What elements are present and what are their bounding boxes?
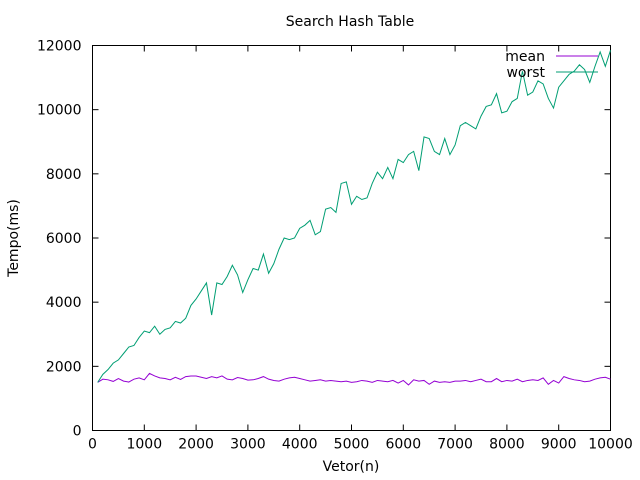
x-tick-label: 6000 <box>385 437 421 453</box>
series-line-mean <box>97 372 611 386</box>
legend-label-worst: worst <box>506 65 545 81</box>
y-axis-label: Tempo(ms) <box>6 199 22 278</box>
chart-title: Search Hash Table <box>286 14 414 30</box>
x-tick-label: 10000 <box>588 437 633 453</box>
y-tick-label: 12000 <box>37 39 82 55</box>
x-tick-label: 5000 <box>334 437 370 453</box>
x-tick-label: 3000 <box>230 437 266 453</box>
x-tick-label: 1000 <box>126 437 162 453</box>
series-line-worst <box>97 50 611 383</box>
x-tick-label: 0 <box>88 437 97 453</box>
x-tick-label: 2000 <box>178 437 214 453</box>
y-tick-label: 10000 <box>37 103 82 119</box>
x-tick-label: 9000 <box>541 437 577 453</box>
legend-label-mean: mean <box>505 49 545 65</box>
plot-frame <box>92 45 611 431</box>
y-tick-label: 6000 <box>46 231 82 247</box>
y-tick-label: 8000 <box>46 167 82 183</box>
y-tick-labels: 0 2000 4000 6000 8000 10000 12000 <box>37 39 82 440</box>
x-tick-label: 7000 <box>437 437 473 453</box>
x-tick-labels: 0 1000 2000 3000 4000 5000 6000 7000 8000 9000 100… <box>88 437 633 453</box>
x-axis-label: Vetor(n) <box>323 459 380 475</box>
x-tick-label: 4000 <box>282 437 318 453</box>
y-tick-label: 2000 <box>46 359 82 375</box>
plot-area <box>92 45 611 431</box>
x-tick-label: 8000 <box>489 437 525 453</box>
y-tick-label: 4000 <box>46 295 82 311</box>
y-tick-label: 0 <box>73 424 82 440</box>
axis-ticks <box>92 45 611 431</box>
series-layer <box>97 50 611 386</box>
